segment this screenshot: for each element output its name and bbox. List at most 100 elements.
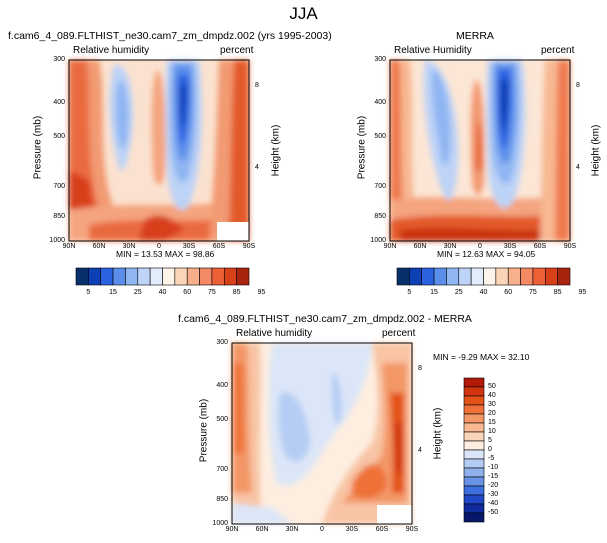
y-axis-label-obs: Pressure (mb) [356, 115, 368, 180]
colorbar-label: 5 [407, 289, 412, 296]
colorbar-label: -50 [488, 509, 499, 516]
colorbar-label: 30 [488, 401, 496, 408]
colorbar-swatch [532, 267, 546, 286]
y-right-tick-label: 8 [576, 81, 580, 89]
y-tick-label: 850 [53, 212, 65, 220]
y-tick-label: 1000 [49, 237, 65, 244]
colorbar-swatch [483, 267, 497, 286]
y-tick-label: 300 [374, 56, 386, 63]
colorbar-label: 75 [208, 289, 216, 296]
colorbar-swatch [75, 267, 89, 286]
colorbar-label: 5 [488, 437, 492, 444]
colorbar-swatch [174, 267, 188, 286]
variable-label-obs: Relative Humidity [394, 45, 472, 56]
x-tick-label: 0 [478, 243, 482, 250]
colorbar-swatch [463, 494, 485, 505]
colorbar-swatch [463, 404, 485, 415]
colorbar-label: 95 [578, 289, 587, 296]
colorbar-swatch [463, 467, 485, 478]
y-tick-label: 500 [374, 132, 386, 140]
minmax-model: MIN = 13.53 MAX = 98.86 [116, 249, 215, 259]
contour-plot-obs [389, 59, 571, 242]
colorbar-swatch [463, 449, 485, 460]
colorbar-swatch [396, 267, 410, 286]
y-tick-label: 300 [53, 56, 65, 63]
colorbar-swatch [112, 267, 126, 286]
colorbar-model [75, 267, 250, 286]
colorbar-swatch [409, 267, 423, 286]
x-tick-label: 90S [563, 243, 577, 250]
y-axis-right-label-model: Height (km) [270, 124, 282, 177]
x-tick-label: 0 [320, 526, 324, 533]
x-tick-label: 30S [503, 243, 517, 250]
y-axis-label-diff: Pressure (mb) [198, 398, 210, 463]
x-tick-label: 30N [285, 526, 299, 533]
y-tick-label: 850 [216, 495, 228, 503]
colorbar-label: 20 [488, 410, 496, 417]
colorbar-obs [396, 267, 571, 286]
colorbar-swatch [162, 267, 176, 286]
colorbar-swatch [463, 413, 485, 424]
colorbar-label: 40 [479, 289, 488, 296]
colorbar-label: 5 [86, 289, 91, 296]
x-tick-label: 90N [225, 526, 239, 533]
x-tick-label: 90N [62, 243, 76, 250]
y-tick-label: 400 [216, 382, 228, 390]
colorbar-label: 0 [488, 446, 492, 453]
colorbar-label: 60 [504, 289, 513, 296]
colorbar-label: 15 [488, 419, 496, 426]
colorbar-label: 85 [232, 289, 241, 296]
x-tick-label: 60N [255, 526, 269, 533]
colorbar-swatch [88, 267, 102, 286]
colorbar-swatch [520, 267, 534, 286]
colorbar-swatch [199, 267, 213, 286]
colorbar-diff [463, 377, 485, 523]
colorbar-label: -15 [488, 473, 499, 480]
minmax-obs: MIN = 12.63 MAX = 94.05 [437, 249, 536, 259]
colorbar-swatch [446, 267, 460, 286]
colorbar-label: 15 [430, 289, 438, 296]
colorbar-label: -10 [488, 464, 499, 471]
variable-label-model: Relative humidity [73, 45, 150, 56]
y-tick-label: 700 [53, 183, 65, 191]
colorbar-label: 95 [257, 289, 266, 296]
colorbar-swatch [463, 440, 485, 451]
colorbar-swatch [137, 267, 151, 286]
x-tick-label: 90S [242, 243, 256, 250]
colorbar-swatch [463, 512, 485, 523]
colorbar-label: 40 [488, 392, 496, 399]
y-tick-label: 500 [216, 415, 228, 423]
colorbar-label: 15 [109, 289, 117, 296]
colorbar-swatch [463, 476, 485, 487]
colorbar-label: 40 [158, 289, 167, 296]
colorbar-label: -20 [488, 482, 499, 489]
colorbar-swatch [463, 485, 485, 496]
x-tick-label: 30S [182, 243, 196, 250]
colorbar-swatch [463, 422, 485, 433]
units-label-diff: percent [382, 328, 416, 339]
x-tick-label: 30N [443, 243, 457, 250]
colorbar-label: 75 [529, 289, 537, 296]
colorbar-swatch [149, 267, 163, 286]
colorbar-label: 60 [183, 289, 192, 296]
colorbar-swatch [236, 267, 250, 286]
colorbar-label: 50 [488, 383, 496, 390]
y-tick-label: 400 [53, 99, 65, 107]
variable-label-diff: Relative humidity [236, 328, 313, 339]
contour-plot-model [68, 59, 250, 242]
colorbar-swatch [463, 503, 485, 514]
colorbar-swatch [557, 267, 571, 286]
colorbar-label: -5 [488, 455, 495, 462]
colorbar-swatch [223, 267, 237, 286]
x-tick-label: 30S [345, 526, 359, 533]
colorbar-label: 25 [133, 289, 142, 296]
x-tick-label: 60S [212, 243, 226, 250]
x-tick-label: 60N [413, 243, 427, 250]
colorbar-swatch [544, 267, 558, 286]
panel-title-obs: MERRA [456, 30, 494, 42]
units-label-model: percent [220, 45, 254, 56]
y-axis-right-label-obs: Height (km) [590, 124, 602, 177]
y-tick-label: 400 [374, 99, 386, 107]
colorbar-swatch [463, 386, 485, 397]
y-right-tick-label: 8 [255, 81, 259, 89]
